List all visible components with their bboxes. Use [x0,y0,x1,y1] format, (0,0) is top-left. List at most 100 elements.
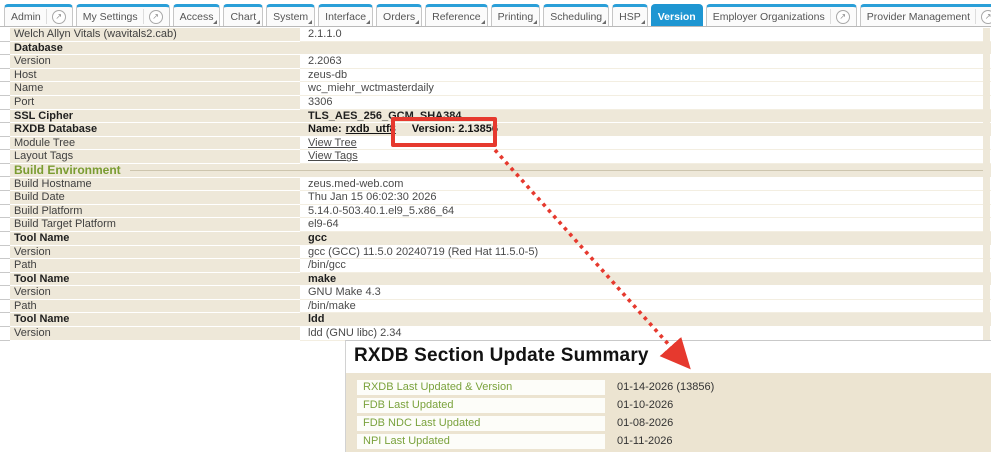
summary-row: FDB Last Updated 01-10-2026 [357,398,991,413]
dropdown-indicator-icon [213,20,218,24]
row-value: ldd (GNU libc) 2.34 [300,327,991,341]
tab-printing[interactable]: Printing [490,4,541,26]
rxdb-summary-panel: RXDB Section Update Summary RXDB Last Up… [345,340,991,452]
row-gutter [0,299,10,314]
tab-scheduling[interactable]: Scheduling [543,4,610,26]
tab-interface[interactable]: Interface [318,4,374,26]
tab-admin[interactable]: Admin ↗ [4,4,73,26]
table-row: Layout Tags View Tags [0,150,991,164]
row-label: Database [10,41,300,56]
tab-access[interactable]: Access [172,4,221,26]
tab-version[interactable]: Version [650,4,703,26]
row-gutter [0,163,10,177]
tab-provider-management[interactable]: Provider Management ↗ [859,4,991,26]
summary-row-label: FDB Last Updated [357,398,605,413]
tab-label: My Settings [82,10,138,23]
row-label: Build Date [10,191,300,205]
dropdown-indicator-icon [256,20,261,24]
table-row: Tool Name gcc [0,231,991,246]
row-label: Build Target Platform [10,218,300,232]
row-value: zeus.med-web.com [300,177,991,192]
tab-orders[interactable]: Orders [376,4,423,26]
dropdown-indicator-icon [308,20,313,24]
summary-row: NPI Last Updated 01-11-2026 [357,434,991,449]
tab-reference[interactable]: Reference [425,4,488,26]
row-gutter [0,68,10,83]
dropdown-indicator-icon [415,20,420,24]
tab-system[interactable]: System [266,4,316,26]
tab-label: Printing [497,10,534,23]
row-gutter [0,259,10,273]
row-value-link[interactable]: View Tags [308,150,358,163]
row-value: zeus-db [300,68,991,83]
row-gutter [0,150,10,164]
summary-row: FDB NDC Last Updated 01-08-2026 [357,416,991,431]
row-value: 3306 [300,95,991,110]
dropdown-indicator-icon [480,20,485,24]
tab-divider [975,9,977,24]
table-row: Welch Allyn Vitals (wavitals2.cab) 2.1.1… [0,28,991,42]
row-value [300,41,991,56]
rxdb-database-row: RXDB Database Name: rxdb_utf8 Version: 2.1… [0,123,991,137]
tab-chart[interactable]: Chart [223,4,264,26]
row-value: gcc [300,231,991,246]
tab-label: Reference [432,10,481,23]
table-right-edge [983,28,990,341]
popout-icon[interactable]: ↗ [148,9,163,24]
summary-row-label: FDB NDC Last Updated [357,416,605,431]
table-row: Tool Name make [0,272,991,287]
popout-icon[interactable]: ↗ [835,9,850,24]
row-label: Version [10,245,300,260]
tab-hsp[interactable]: HSP [612,4,648,26]
row-label: RXDB Database [10,123,300,137]
rxdb-name-link[interactable]: rxdb_utf8 [345,123,396,136]
table-row: Path /bin/gcc [0,259,991,273]
section-header-row: Build Environment [0,164,991,178]
table-row: Database [0,41,991,56]
row-value: Thu Jan 15 06:02:30 2026 [300,191,991,205]
rxdb-version-value: Version: 2.13856 [411,123,498,136]
row-value: el9-64 [300,218,991,232]
table-row: Host zeus-db [0,68,991,83]
row-gutter [0,245,10,260]
popout-icon[interactable]: ↗ [981,9,991,24]
tab-label: Admin [11,10,41,23]
table-row: Tool Name ldd [0,313,991,328]
summary-row-label: RXDB Last Updated & Version [357,380,605,395]
row-gutter [0,136,10,151]
row-label: Tool Name [10,231,300,246]
popout-icon[interactable]: ↗ [51,9,66,24]
row-gutter [0,177,10,192]
tab-my-settings[interactable]: My Settings ↗ [75,4,170,26]
table-row: Version ldd (GNU libc) 2.34 [0,327,991,341]
tab-bar: Admin ↗ My Settings ↗ Access Chart Syste… [0,0,991,27]
row-value: GNU Make 4.3 [300,286,991,300]
table-row: Build Date Thu Jan 15 06:02:30 2026 [0,191,991,205]
table-row: Version GNU Make 4.3 [0,286,991,300]
tab-label: System [273,10,309,23]
row-value: 5.14.0-503.40.1.el9_5.x86_64 [300,204,991,219]
row-label: Version [10,286,300,300]
row-gutter [0,272,10,287]
tab-employer-organizations[interactable]: Employer Organizations ↗ [705,4,857,26]
summary-row: RXDB Last Updated & Version 01-14-2026 (… [357,380,991,395]
row-label: Version [10,327,300,341]
table-row: Name wc_miehr_wctmasterdaily [0,82,991,96]
row-label: Tool Name [10,313,300,328]
row-gutter [0,231,10,246]
section-header-label: Build Environment [14,162,121,177]
table-row: Build Target Platform el9-64 [0,218,991,232]
row-value-link[interactable]: View Tree [308,136,357,149]
row-value: wc_miehr_wctmasterdaily [300,82,991,96]
row-value: gcc (GCC) 11.5.0 20240719 (Red Hat 11.5.… [300,245,991,260]
row-gutter [0,204,10,219]
row-gutter [0,123,10,137]
tab-label: HSP [619,10,641,23]
row-label: Name [10,82,300,96]
version-info-table: Welch Allyn Vitals (wavitals2.cab) 2.1.1… [0,28,991,341]
row-value: View Tags [300,150,991,164]
row-value: 2.2063 [300,55,991,69]
table-row: Port 3306 [0,95,991,110]
section-header-rule [129,169,988,171]
row-label: Layout Tags [10,150,300,164]
